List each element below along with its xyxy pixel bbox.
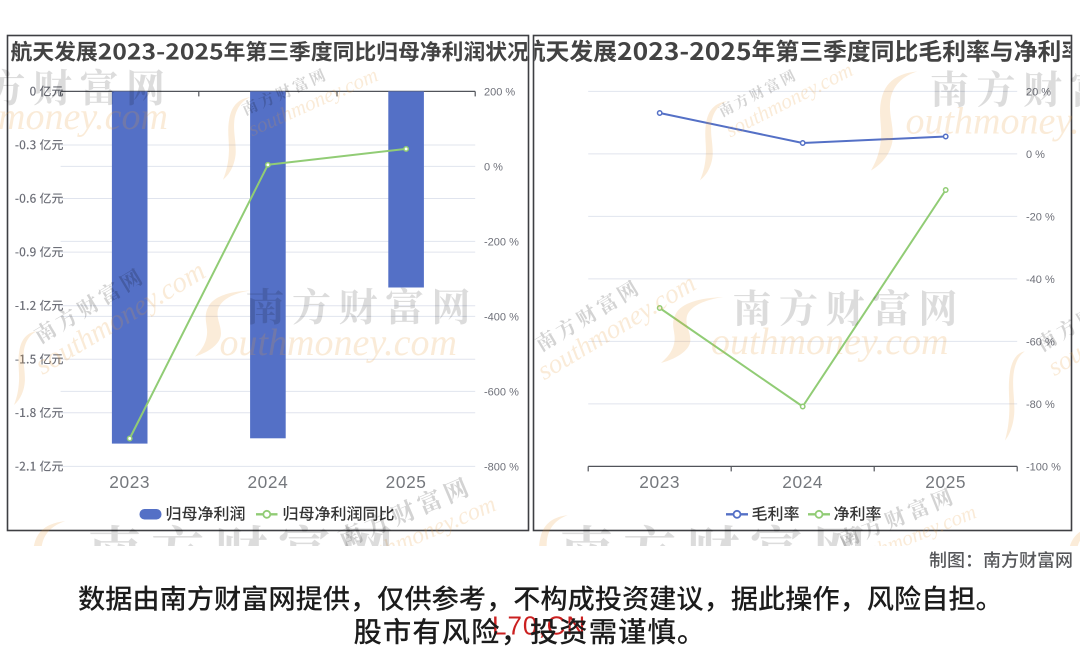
svg-text:-200 %: -200 %: [484, 236, 519, 248]
svg-text:-600 %: -600 %: [484, 386, 519, 398]
svg-text:outhmoney.com: outhmoney.com: [906, 101, 1080, 143]
svg-text:outhmoney.com: outhmoney.com: [220, 322, 457, 364]
svg-text:-100 %: -100 %: [1026, 461, 1061, 473]
svg-text:-400 %: -400 %: [484, 311, 519, 323]
svg-text:-80 %: -80 %: [1026, 399, 1055, 411]
svg-text:200 %: 200 %: [484, 86, 515, 98]
svg-text:2025: 2025: [386, 472, 427, 492]
svg-text:0 %: 0 %: [1026, 149, 1045, 161]
svg-text:-20 %: -20 %: [1026, 211, 1055, 223]
svg-text:0 %: 0 %: [484, 161, 503, 173]
svg-text:-800 %: -800 %: [484, 461, 519, 473]
svg-text:2023: 2023: [109, 472, 150, 492]
svg-text:-40 %: -40 %: [1026, 274, 1055, 286]
svg-text:outhmoney.com: outhmoney.com: [0, 96, 168, 138]
svg-text:2023: 2023: [639, 472, 680, 492]
svg-text:2024: 2024: [782, 472, 823, 492]
svg-text:outhmoney.com: outhmoney.com: [711, 321, 948, 363]
svg-text:2024: 2024: [247, 472, 288, 492]
svg-text:2025: 2025: [925, 472, 966, 492]
